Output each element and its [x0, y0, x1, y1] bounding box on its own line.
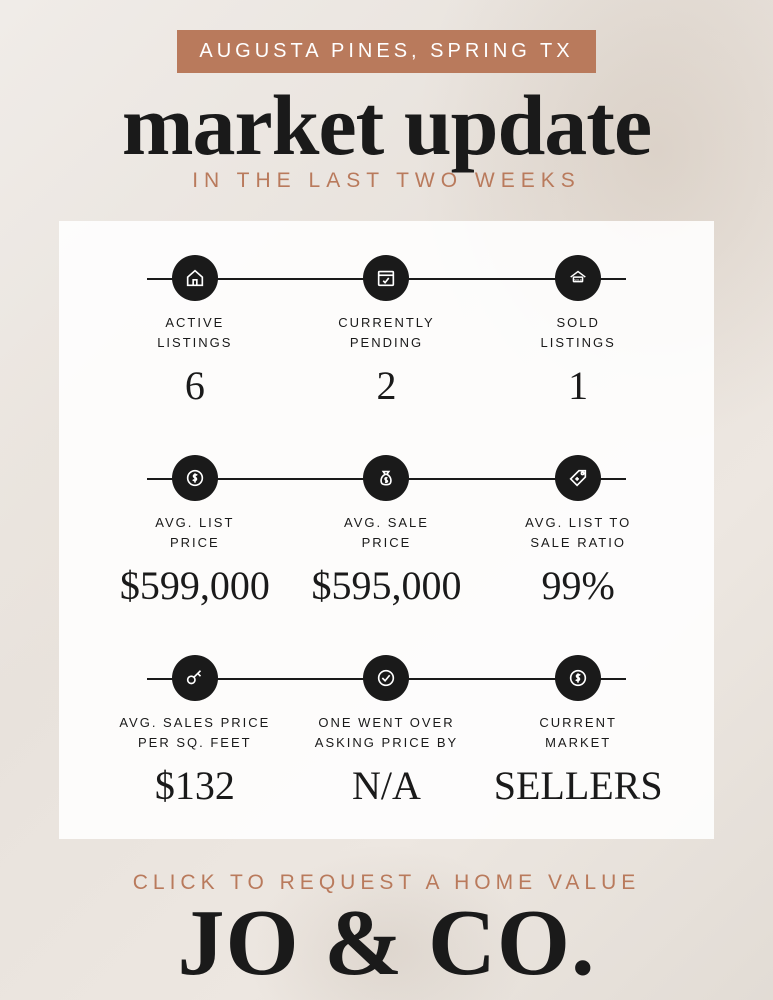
- stat-label: AVG. LIST TO SALE RATIO: [525, 513, 631, 552]
- stat-value: 2: [376, 362, 396, 409]
- stats-row: AVG. SALES PRICE PER SQ. FEET $132 ONE W…: [99, 655, 674, 809]
- sold-sign-icon: SOLD: [555, 255, 601, 301]
- svg-text:SOLD: SOLD: [574, 278, 582, 282]
- stat-value: SELLERS: [494, 762, 663, 809]
- stat-currently-pending: CURRENTLY PENDING 2: [291, 255, 483, 409]
- stat-list-to-sale-ratio: AVG. LIST TO SALE RATIO 99%: [482, 455, 674, 609]
- home-icon: [172, 255, 218, 301]
- stat-current-market: CURRENT MARKET SELLERS: [482, 655, 674, 809]
- price-tag-icon: [555, 455, 601, 501]
- location-banner: AUGUSTA PINES, SPRING TX: [177, 30, 595, 73]
- stat-over-asking: ONE WENT OVER ASKING PRICE BY N/A: [291, 655, 483, 809]
- calendar-check-icon: [363, 255, 409, 301]
- stat-label: AVG. SALE PRICE: [344, 513, 429, 552]
- check-circle-icon: [363, 655, 409, 701]
- page-subtitle: IN THE LAST TWO WEEKS: [192, 169, 581, 193]
- stats-card: ACTIVE LISTINGS 6 CURRENTLY PENDING 2 SO…: [59, 221, 714, 839]
- stat-label: ACTIVE LISTINGS: [157, 313, 232, 352]
- stat-sold-listings: SOLD SOLD LISTINGS 1: [482, 255, 674, 409]
- stat-active-listings: ACTIVE LISTINGS 6: [99, 255, 291, 409]
- stat-value: N/A: [352, 762, 421, 809]
- brand-logo: JO & CO.: [178, 889, 596, 997]
- stat-value: 1: [568, 362, 588, 409]
- page-title: market update: [122, 75, 651, 175]
- stat-avg-list-price: AVG. LIST PRICE $599,000: [99, 455, 291, 609]
- infographic-page: AUGUSTA PINES, SPRING TX market update I…: [0, 0, 773, 1000]
- stats-row: AVG. LIST PRICE $599,000 AVG. SALE PRICE…: [99, 455, 674, 609]
- stat-value: 99%: [542, 562, 615, 609]
- stat-price-per-sqft: AVG. SALES PRICE PER SQ. FEET $132: [99, 655, 291, 809]
- stat-label: CURRENTLY PENDING: [338, 313, 435, 352]
- stat-value: $132: [155, 762, 235, 809]
- dollar-circle-icon: [172, 455, 218, 501]
- stat-value: $599,000: [120, 562, 270, 609]
- key-icon: [172, 655, 218, 701]
- stat-value: 6: [185, 362, 205, 409]
- stats-row: ACTIVE LISTINGS 6 CURRENTLY PENDING 2 SO…: [99, 255, 674, 409]
- money-bag-icon: [363, 455, 409, 501]
- stat-label: CURRENT MARKET: [539, 713, 617, 752]
- stat-label: SOLD LISTINGS: [541, 313, 616, 352]
- dollar-circle-icon: [555, 655, 601, 701]
- stat-avg-sale-price: AVG. SALE PRICE $595,000: [291, 455, 483, 609]
- stat-value: $595,000: [311, 562, 461, 609]
- stat-label: ONE WENT OVER ASKING PRICE BY: [315, 713, 458, 752]
- stat-label: AVG. SALES PRICE PER SQ. FEET: [119, 713, 270, 752]
- stat-label: AVG. LIST PRICE: [155, 513, 234, 552]
